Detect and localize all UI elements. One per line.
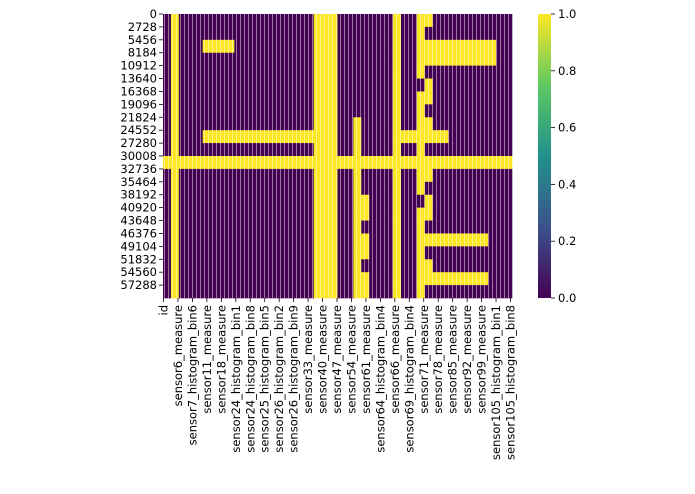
x-tick-label: sensor33_measure — [301, 305, 315, 414]
colorbar — [538, 14, 551, 298]
colorbar-tick-label: 0.2 — [558, 234, 576, 248]
x-tick-label: id — [157, 305, 171, 316]
y-tick-label: 38192 — [120, 188, 157, 202]
y-tick-label: 2728 — [128, 20, 157, 34]
colorbar-tick-label: 0.0 — [558, 291, 576, 305]
y-tick-label: 57288 — [120, 278, 157, 292]
y-tick-label: 8184 — [128, 46, 157, 60]
x-tick-label: sensor64_histogram_bin4 — [373, 305, 387, 453]
x-tick-label: sensor99_measure — [475, 305, 489, 414]
x-tick-label: sensor40_measure — [316, 305, 330, 414]
y-tick-label: 21824 — [120, 110, 157, 124]
y-tick-label: 49104 — [120, 239, 157, 253]
y-tick-label: 30008 — [120, 149, 157, 163]
y-tick-label: 40920 — [120, 201, 157, 215]
x-tick-label: sensor78_measure — [431, 305, 445, 414]
column-separators — [163, 14, 512, 298]
colorbar-tick-label: 1.0 — [558, 7, 576, 21]
y-tick-label: 5456 — [128, 33, 157, 47]
y-tick-label: 32736 — [120, 162, 157, 176]
x-tick-label: sensor24_histogram_bin1 — [229, 305, 243, 453]
x-tick-label: sensor47_measure — [330, 305, 344, 414]
x-tick-label: sensor26_histogram_bin9 — [287, 305, 301, 453]
x-tick-label: sensor92_measure — [460, 305, 474, 414]
colorbar-tick-label: 0.4 — [558, 177, 576, 191]
x-tick-label: sensor25_histogram_bin5 — [258, 305, 272, 453]
y-tick-label: 51832 — [120, 252, 157, 266]
x-tick-label: sensor105_histogram_bin1 — [489, 305, 503, 460]
colorbar-tick-label: 0.8 — [558, 64, 576, 78]
x-tick-label: sensor69_histogram_bin4 — [402, 305, 416, 453]
x-tick-label: sensor11_measure — [200, 305, 214, 414]
x-tick-label: sensor61_measure — [359, 305, 373, 414]
x-tick-label: sensor7_histogram_bin6 — [185, 305, 199, 445]
x-tick-label: sensor71_measure — [417, 305, 431, 414]
x-tick-label: sensor66_measure — [388, 305, 402, 414]
y-tick-label: 46376 — [120, 226, 157, 240]
y-tick-label: 35464 — [120, 175, 157, 189]
colorbar-tick-label: 0.6 — [558, 121, 576, 135]
y-tick-label: 54560 — [120, 265, 157, 279]
x-tick-label: sensor54_measure — [344, 305, 358, 414]
axes: 0272854568184109121364016368190962182424… — [120, 7, 576, 460]
x-tick-label: sensor26_histogram_bin2 — [272, 305, 286, 453]
y-tick-label: 19096 — [120, 97, 157, 111]
y-tick-label: 27280 — [120, 136, 157, 150]
y-tick-label: 10912 — [120, 59, 157, 73]
y-tick-label: 24552 — [120, 123, 157, 137]
x-tick-label: sensor85_measure — [446, 305, 460, 414]
x-tick-label: sensor18_measure — [214, 305, 228, 414]
y-tick-label: 13640 — [120, 72, 157, 86]
y-tick-label: 0 — [150, 7, 157, 21]
x-tick-label: sensor24_histogram_bin8 — [243, 305, 257, 453]
x-tick-label: sensor6_measure — [171, 305, 185, 406]
y-tick-label: 43648 — [120, 214, 157, 228]
y-tick-label: 16368 — [120, 84, 157, 98]
x-tick-label: sensor105_histogram_bin8 — [504, 305, 518, 460]
